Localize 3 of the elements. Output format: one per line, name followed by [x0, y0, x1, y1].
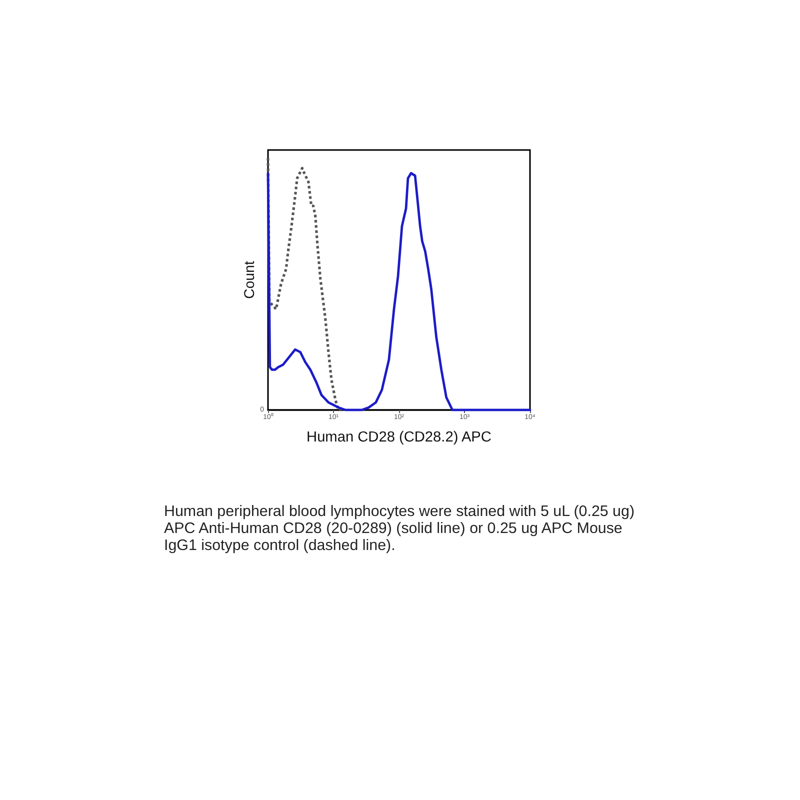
- text: Human peripheral blood lymphocytes were stained with 5 uL (0.25 ug) APC Anti-Human CD28 (20-0289) (solid line) or 0.25 ug APC Mouse IgG1 isotype control (dashed line).: [164, 503, 636, 554]
- x-axis-title: Human CD28 (CD28.2) APC: [306, 430, 492, 446]
- y-axis-title: Count: [242, 261, 258, 299]
